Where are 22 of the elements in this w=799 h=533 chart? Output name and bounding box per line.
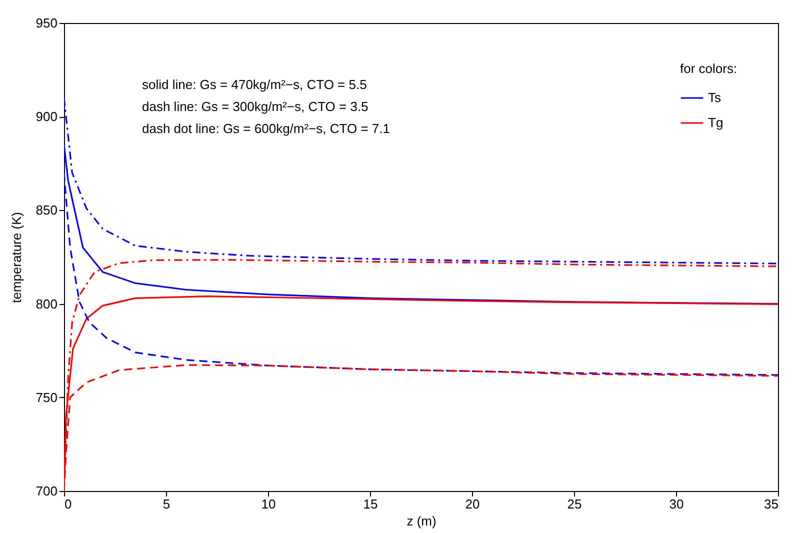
x-tick-label: 10 xyxy=(261,496,276,512)
x-tick-label: 30 xyxy=(669,496,684,512)
annotation: solid line: Gs = 470kg/m²−s, CTO = 5.5 xyxy=(142,77,367,92)
y-tick-label: 950 xyxy=(36,16,58,30)
annotation: dash dot line: Gs = 600kg/m²−s, CTO = 7.1 xyxy=(142,121,390,136)
x-tick-label: 35 xyxy=(764,496,778,512)
y-axis-title: temperature (K) xyxy=(8,212,24,304)
y-tick-label: 900 xyxy=(36,109,58,124)
y-tick-label: 800 xyxy=(36,296,58,312)
y-tick-label: 750 xyxy=(36,390,58,405)
legend-label: Tg xyxy=(708,115,724,130)
x-tick-label: 0 xyxy=(64,496,72,512)
x-axis-title: z (m) xyxy=(406,514,436,528)
legend-label: Ts xyxy=(708,90,722,105)
annotation: dash line: Gs = 300kg/m²−s, CTO = 3.5 xyxy=(142,99,368,114)
y-tick-label: 700 xyxy=(36,484,58,498)
x-tick-label: 5 xyxy=(162,496,170,512)
x-tick-label: 20 xyxy=(465,496,480,512)
x-tick-label: 15 xyxy=(363,496,378,512)
y-tick-label: 850 xyxy=(36,202,58,218)
x-tick-label: 25 xyxy=(567,496,582,512)
legend-title: for colors: xyxy=(680,61,738,76)
